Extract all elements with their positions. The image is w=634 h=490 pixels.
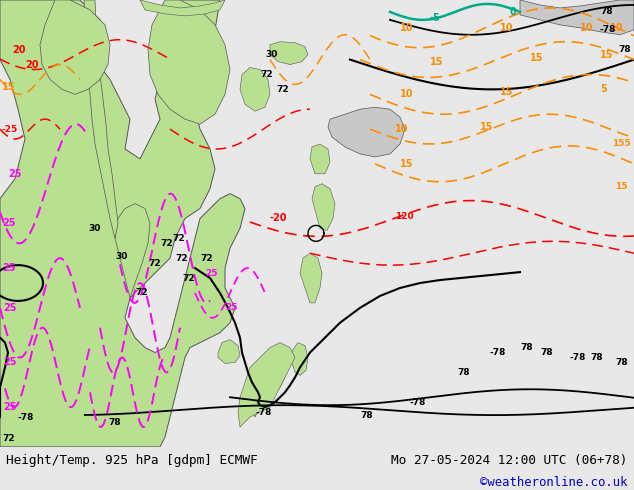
Polygon shape xyxy=(292,343,308,375)
Text: -78: -78 xyxy=(410,398,427,407)
Text: 25: 25 xyxy=(8,169,22,179)
Text: 25: 25 xyxy=(3,402,16,412)
Polygon shape xyxy=(0,0,245,447)
Text: Height/Temp. 925 hPa [gdpm] ECMWF: Height/Temp. 925 hPa [gdpm] ECMWF xyxy=(6,454,258,467)
Text: 72: 72 xyxy=(148,259,160,268)
Text: -78: -78 xyxy=(18,413,34,421)
Text: 20: 20 xyxy=(25,60,39,70)
Text: 15: 15 xyxy=(530,52,543,63)
Text: 25: 25 xyxy=(225,303,238,312)
Text: 15: 15 xyxy=(615,182,628,191)
Polygon shape xyxy=(218,340,240,364)
Text: 30: 30 xyxy=(115,252,127,261)
Text: 25: 25 xyxy=(3,303,16,313)
Text: ©weatheronline.co.uk: ©weatheronline.co.uk xyxy=(480,476,628,489)
Text: Mo 27-05-2024 12:00 UTC (06+78): Mo 27-05-2024 12:00 UTC (06+78) xyxy=(391,454,628,467)
Text: 72: 72 xyxy=(135,289,148,297)
Text: 72: 72 xyxy=(276,85,288,94)
Text: 10: 10 xyxy=(580,23,593,33)
Polygon shape xyxy=(140,0,225,16)
Text: 78: 78 xyxy=(615,358,628,367)
Text: 10: 10 xyxy=(395,124,408,134)
Text: 30: 30 xyxy=(88,224,100,233)
Polygon shape xyxy=(270,42,308,65)
Text: 155: 155 xyxy=(612,140,631,148)
Text: 15: 15 xyxy=(430,56,444,67)
Text: 78: 78 xyxy=(600,7,612,17)
Text: 25: 25 xyxy=(2,263,15,273)
Text: -5: -5 xyxy=(430,13,441,23)
Text: 72: 72 xyxy=(182,273,195,283)
Polygon shape xyxy=(84,0,118,238)
Text: 120: 120 xyxy=(395,212,413,221)
Text: 5: 5 xyxy=(600,84,607,95)
Text: -78: -78 xyxy=(570,353,586,362)
Text: 78: 78 xyxy=(457,368,470,377)
Text: -78: -78 xyxy=(255,408,271,416)
Text: -25: -25 xyxy=(2,124,18,134)
Text: 78: 78 xyxy=(540,348,553,357)
Text: 30: 30 xyxy=(265,50,278,59)
Text: 72: 72 xyxy=(160,239,172,248)
Text: -78: -78 xyxy=(600,25,616,34)
Text: 72: 72 xyxy=(260,70,273,79)
Text: 78: 78 xyxy=(590,353,603,362)
Text: 15: 15 xyxy=(600,49,614,60)
Text: 25: 25 xyxy=(3,358,16,368)
Text: 78: 78 xyxy=(520,343,533,352)
Text: 15: 15 xyxy=(400,159,413,169)
Text: 15: 15 xyxy=(480,122,493,132)
Polygon shape xyxy=(520,0,634,35)
Polygon shape xyxy=(238,343,295,427)
Polygon shape xyxy=(310,144,330,174)
Text: 72: 72 xyxy=(172,234,184,243)
Polygon shape xyxy=(115,203,150,298)
Text: 78: 78 xyxy=(618,45,631,54)
Polygon shape xyxy=(300,253,322,303)
Text: 72: 72 xyxy=(2,435,15,443)
Polygon shape xyxy=(328,107,405,157)
Text: 15: 15 xyxy=(2,82,15,93)
Text: 25: 25 xyxy=(2,219,15,228)
Text: 78: 78 xyxy=(360,411,373,419)
Text: -78: -78 xyxy=(490,348,507,357)
Polygon shape xyxy=(148,0,230,124)
Text: 72: 72 xyxy=(175,254,188,263)
Text: 72: 72 xyxy=(200,254,212,263)
Polygon shape xyxy=(312,184,335,230)
Text: 10: 10 xyxy=(400,23,413,33)
Polygon shape xyxy=(245,363,285,417)
Text: 25: 25 xyxy=(205,269,217,278)
Text: 78: 78 xyxy=(108,417,120,427)
Text: 15: 15 xyxy=(500,87,514,98)
Text: -20: -20 xyxy=(270,214,287,223)
Text: 10: 10 xyxy=(400,89,413,99)
Polygon shape xyxy=(240,68,270,111)
Text: 0: 0 xyxy=(510,7,517,17)
Polygon shape xyxy=(40,0,110,95)
Text: 20: 20 xyxy=(12,45,25,55)
Text: 10: 10 xyxy=(610,23,623,33)
Text: 10: 10 xyxy=(500,23,514,33)
